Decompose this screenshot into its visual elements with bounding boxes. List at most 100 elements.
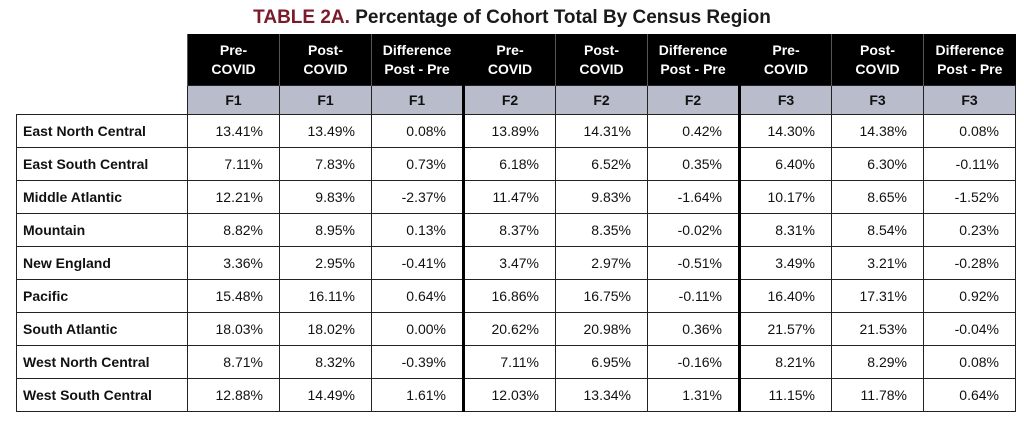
table-cell: -0.41% (371, 246, 464, 280)
table-row: West North Central 8.71% 8.32% -0.39% 7.11% 6… (16, 345, 1016, 379)
table-cell: 14.30% (738, 114, 832, 148)
subheader-cell: F3 (923, 85, 1016, 115)
table-cell: 8.37% (462, 213, 556, 247)
table-cell: 8.54% (831, 213, 924, 247)
header-row: Pre- COVID Post- COVID Difference Post - Pr… (16, 34, 1016, 86)
table-cell: -0.02% (647, 213, 740, 247)
subheader-cell: F2 (555, 85, 648, 115)
table-row: Middle Atlantic 12.21% 9.83% -2.37% 11.47% 9.… (16, 180, 1016, 214)
table-cell: 0.42% (647, 114, 740, 148)
region-label: West North Central (16, 345, 188, 379)
table-cell: 16.86% (462, 279, 556, 313)
table-cell: 3.21% (831, 246, 924, 280)
column-header: Post- COVID (831, 34, 924, 86)
table-cell: 2.97% (555, 246, 648, 280)
table-cell: 16.11% (279, 279, 372, 313)
table-cell: 8.71% (187, 345, 280, 379)
subheader-cell: F1 (279, 85, 372, 115)
header-corner (16, 34, 188, 86)
table-cell: 3.49% (738, 246, 832, 280)
table-cell: -0.16% (647, 345, 740, 379)
table-cell: -0.11% (647, 279, 740, 313)
table-row: West South Central 12.88% 14.49% 1.61% 12.03… (16, 378, 1016, 412)
table-cell: 0.00% (371, 312, 464, 346)
column-header: Pre- COVID (738, 34, 832, 86)
table-title: TABLE 2A. Percentage of Cohort Total By … (0, 7, 1024, 29)
column-header: Pre- COVID (462, 34, 556, 86)
column-header: Post- COVID (555, 34, 648, 86)
table-cell: -0.28% (923, 246, 1016, 280)
region-label: Pacific (16, 279, 188, 313)
table-cell: 1.31% (647, 378, 740, 412)
subheader-cell: F3 (738, 85, 832, 115)
table-row: New England 3.36% 2.95% -0.41% 3.47% 2.97% -0.… (16, 246, 1016, 280)
subheader-corner (16, 85, 188, 115)
table-cell: 0.64% (371, 279, 464, 313)
table-cell: 8.21% (738, 345, 832, 379)
column-header: Pre- COVID (187, 34, 280, 86)
table-cell: 1.61% (371, 378, 464, 412)
table-cell: 0.35% (647, 147, 740, 181)
table-cell: 7.11% (187, 147, 280, 181)
table-cell: 6.30% (831, 147, 924, 181)
table-cell: 2.95% (279, 246, 372, 280)
subheader-cell: F1 (371, 85, 464, 115)
table-row: East North Central 13.41% 13.49% 0.08% 13.89… (16, 114, 1016, 148)
table-cell: 0.36% (647, 312, 740, 346)
region-label: Middle Atlantic (16, 180, 188, 214)
subheader-cell: F2 (462, 85, 556, 115)
table-cell: 0.08% (923, 114, 1016, 148)
table-cell: 13.34% (555, 378, 648, 412)
table-cell: 6.18% (462, 147, 556, 181)
column-header: Post- COVID (279, 34, 372, 86)
table-cell: 8.95% (279, 213, 372, 247)
table-title-text: Percentage of Cohort Total By Census Reg… (355, 7, 771, 28)
table-cell: -2.37% (371, 180, 464, 214)
table-cell: 0.64% (923, 378, 1016, 412)
table-cell: 12.03% (462, 378, 556, 412)
table-cell: 13.49% (279, 114, 372, 148)
table-cell: 11.15% (738, 378, 832, 412)
table-cell: 8.35% (555, 213, 648, 247)
subheader-cell: F2 (647, 85, 740, 115)
table-cell: 21.53% (831, 312, 924, 346)
table-cell: 0.73% (371, 147, 464, 181)
table-row: Mountain 8.82% 8.95% 0.13% 8.37% 8.35% -0.02% 8… (16, 213, 1016, 247)
table-cell: 20.62% (462, 312, 556, 346)
table-cell: 13.41% (187, 114, 280, 148)
region-label: South Atlantic (16, 312, 188, 346)
table-cell: 8.29% (831, 345, 924, 379)
table-cell: 6.52% (555, 147, 648, 181)
table-cell: 8.82% (187, 213, 280, 247)
region-label: East North Central (16, 114, 188, 148)
subheader-cell: F1 (187, 85, 280, 115)
table-cell: 15.48% (187, 279, 280, 313)
region-label: East South Central (16, 147, 188, 181)
table-cell: 8.31% (738, 213, 832, 247)
table-cell: 12.88% (187, 378, 280, 412)
table-cell: 8.32% (279, 345, 372, 379)
table-cell: 17.31% (831, 279, 924, 313)
table-title-prefix: TABLE 2A. (253, 7, 350, 28)
column-header: Difference Post - Pre (923, 34, 1016, 86)
table-cell: 6.95% (555, 345, 648, 379)
table-cell: 21.57% (738, 312, 832, 346)
column-header: Difference Post - Pre (647, 34, 740, 86)
table-cell: -0.11% (923, 147, 1016, 181)
table-cell: 3.36% (187, 246, 280, 280)
table-body: East North Central 13.41% 13.49% 0.08% 13.89… (16, 114, 1016, 412)
table-cell: 0.08% (923, 345, 1016, 379)
table-cell: -1.52% (923, 180, 1016, 214)
table-cell: 9.83% (555, 180, 648, 214)
table-cell: 11.47% (462, 180, 556, 214)
region-label: New England (16, 246, 188, 280)
table-cell: 18.02% (279, 312, 372, 346)
table-cell: -0.04% (923, 312, 1016, 346)
table-cell: 0.92% (923, 279, 1016, 313)
subheader-cell: F3 (831, 85, 924, 115)
table-cell: 8.65% (831, 180, 924, 214)
table-cell: 7.11% (462, 345, 556, 379)
table-cell: -0.51% (647, 246, 740, 280)
table-row: Pacific 15.48% 16.11% 0.64% 16.86% 16.75% -0.1… (16, 279, 1016, 313)
table-cell: 7.83% (279, 147, 372, 181)
